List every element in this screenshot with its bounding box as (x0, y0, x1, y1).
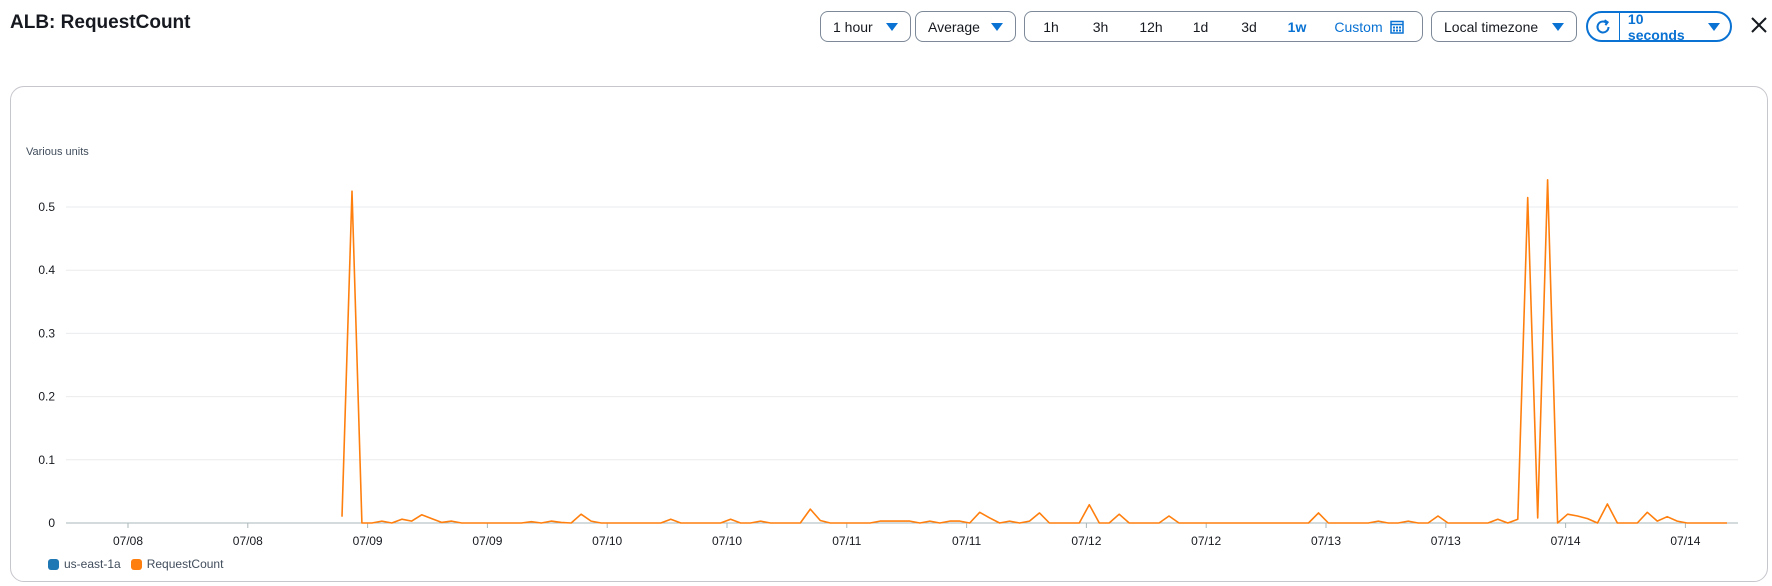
y-tick-label: 0 (48, 516, 55, 530)
range-12h[interactable]: 12h (1139, 18, 1163, 35)
legend-label: RequestCount (146, 557, 224, 571)
y-tick-label: 0.5 (38, 200, 55, 214)
close-button[interactable] (1748, 14, 1770, 36)
y-tick-label: 0.1 (38, 453, 55, 467)
legend-swatch (48, 558, 59, 570)
legend-label: us-east-1a (64, 557, 121, 571)
x-tick-label: 07/14 (1670, 534, 1700, 548)
statistic-value: Average (928, 18, 980, 35)
range-3h[interactable]: 3h (1092, 18, 1109, 35)
x-tick-label: 07/09 (472, 534, 502, 548)
refresh-interval-value: 10 seconds (1627, 10, 1685, 43)
legend-item-requestcount[interactable]: RequestCount (130, 557, 224, 571)
refresh-interval-dropdown[interactable]: 10 seconds (1620, 11, 1730, 43)
x-tick-label: 07/08 (233, 534, 263, 548)
custom-range-button[interactable]: Custom (1319, 19, 1419, 35)
period-dropdown[interactable]: 1 hour (820, 11, 911, 42)
range-1w[interactable]: 1w (1287, 18, 1307, 35)
refresh-icon (1596, 18, 1610, 33)
range-3d[interactable]: 3d (1241, 18, 1257, 35)
x-tick-label: 07/11 (952, 534, 981, 548)
y-tick-label: 0.4 (38, 263, 55, 277)
calendar-icon (1389, 20, 1404, 34)
chart-panel (10, 86, 1768, 582)
caret-down-icon (991, 22, 1003, 31)
custom-label: Custom (1334, 18, 1383, 35)
page-title: ALB: RequestCount (10, 12, 191, 33)
legend-item-us-east-1a[interactable]: us-east-1a (48, 557, 121, 571)
period-value: 1 hour (833, 18, 873, 35)
series-line-requestcount[interactable] (341, 179, 1727, 524)
close-icon (1751, 17, 1767, 33)
range-1h[interactable]: 1h (1043, 18, 1059, 35)
x-tick-label: 07/12 (1191, 534, 1221, 548)
chart-legend: us-east-1a RequestCount (48, 557, 223, 571)
legend-swatch (130, 558, 142, 570)
x-tick-label: 07/11 (832, 534, 861, 548)
y-tick-label: 0.3 (38, 326, 55, 340)
range-1d[interactable]: 1d (1192, 18, 1209, 35)
x-tick-label: 07/13 (1431, 534, 1461, 548)
caret-down-icon (1708, 22, 1720, 31)
x-tick-label: 07/13 (1311, 534, 1341, 548)
refresh-button[interactable] (1588, 13, 1620, 40)
x-tick-label: 07/14 (1551, 534, 1581, 548)
x-tick-label: 07/10 (592, 534, 622, 548)
caret-down-icon (1552, 22, 1564, 31)
x-tick-label: 07/12 (1071, 534, 1101, 548)
caret-down-icon (886, 22, 898, 31)
y-axis-unit-label: Various units (26, 146, 89, 158)
timezone-value: Local timezone (1444, 18, 1539, 35)
x-tick-label: 07/10 (712, 534, 742, 548)
y-tick-label: 0.2 (38, 390, 55, 404)
statistic-dropdown[interactable]: Average (915, 11, 1016, 42)
timezone-dropdown[interactable]: Local timezone (1431, 11, 1577, 42)
x-tick-label: 07/08 (113, 534, 143, 548)
time-range-selector: 1h 3h 12h 1d 3d 1w Custom (1024, 11, 1423, 42)
refresh-control: 10 seconds (1586, 11, 1732, 43)
x-tick-label: 07/09 (353, 534, 383, 548)
